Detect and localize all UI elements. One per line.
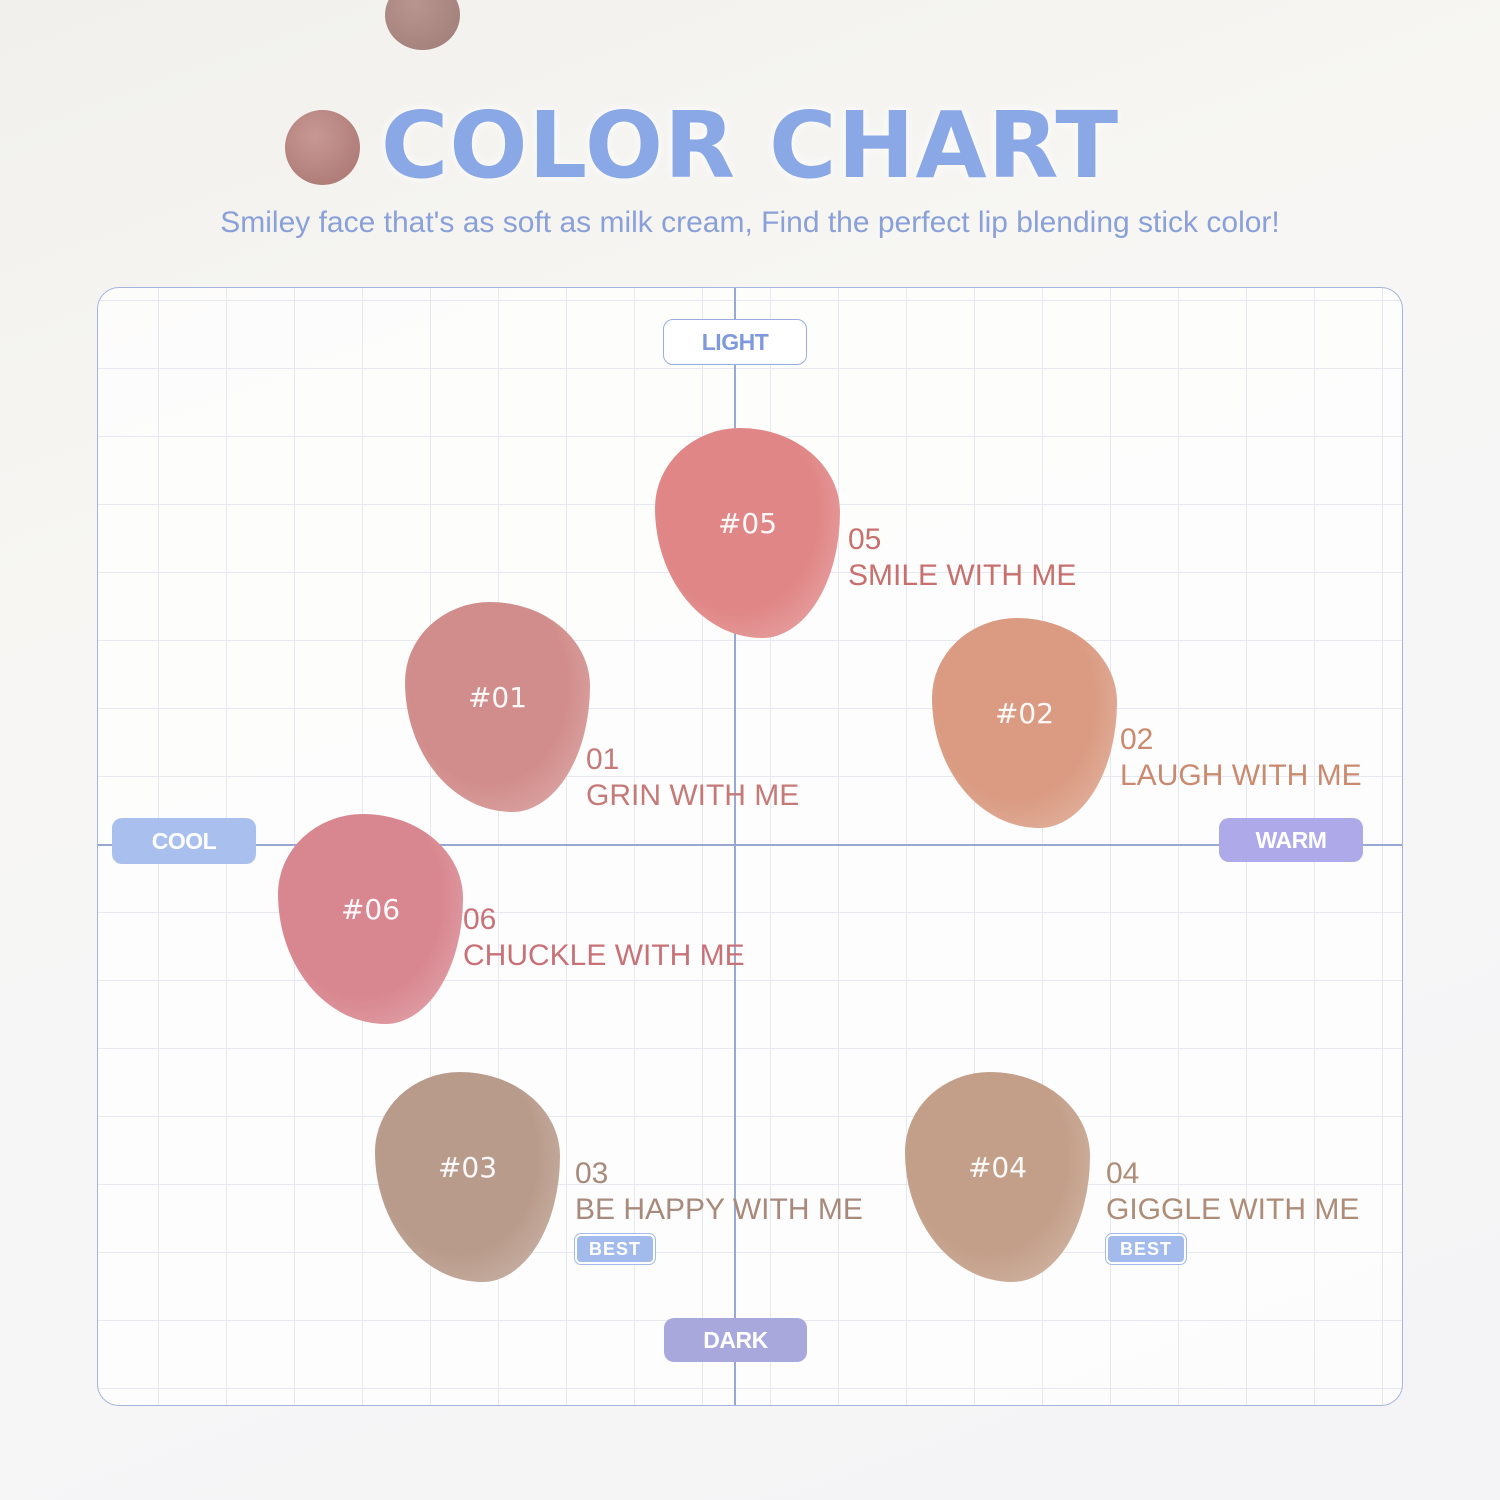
lipstick-tip-decoration [385, 0, 460, 50]
swatch-02: #02 [932, 618, 1117, 828]
shade-label-03: 03 BE HAPPY WITH ME BEST [573, 1156, 863, 1265]
axis-label-light: LIGHT [663, 319, 807, 365]
swatch-code: #03 [437, 1150, 498, 1184]
shade-number: 01 [586, 743, 620, 776]
horizontal-axis [98, 844, 1402, 846]
shade-number: 03 [575, 1157, 609, 1190]
shade-number: 04 [1106, 1157, 1140, 1190]
shade-name: GRIN WITH ME [586, 779, 800, 812]
shade-name: LAUGH WITH ME [1120, 759, 1362, 792]
axis-label-cool: COOL [112, 818, 256, 864]
shade-label-06: 06 CHUCKLE WITH ME [463, 902, 745, 974]
shade-label-05: 05 SMILE WITH ME [848, 522, 1076, 594]
axis-label-dark: DARK [664, 1318, 807, 1362]
vertical-axis [734, 288, 736, 1405]
swatch-code: #04 [967, 1150, 1028, 1184]
shade-label-04: 04 GIGGLE WITH ME BEST [1104, 1156, 1360, 1265]
best-badge: BEST [573, 1233, 657, 1265]
shade-number: 02 [1120, 723, 1154, 756]
page-title: COLOR CHART [380, 92, 1120, 199]
shade-name: CHUCKLE WITH ME [463, 939, 745, 972]
shade-name: GIGGLE WITH ME [1106, 1193, 1360, 1226]
shade-name: SMILE WITH ME [848, 559, 1077, 592]
swatch-code: #06 [340, 892, 401, 926]
shade-name: BE HAPPY WITH ME [575, 1193, 863, 1226]
swatch-01: #01 [405, 602, 590, 812]
shade-number: 06 [463, 903, 497, 936]
axis-label-warm: WARM [1219, 818, 1363, 862]
page-subtitle: Smiley face that's as soft as milk cream… [220, 206, 1280, 239]
swatch-code: #05 [717, 506, 778, 540]
shade-label-02: 02 LAUGH WITH ME [1120, 722, 1362, 794]
lipstick-tip-decoration [285, 110, 360, 185]
swatch-code: #02 [994, 696, 1055, 730]
best-badge: BEST [1104, 1233, 1188, 1265]
shade-label-01: 01 GRIN WITH ME [586, 742, 799, 814]
shade-number: 05 [848, 523, 882, 556]
swatch-code: #01 [467, 680, 528, 714]
